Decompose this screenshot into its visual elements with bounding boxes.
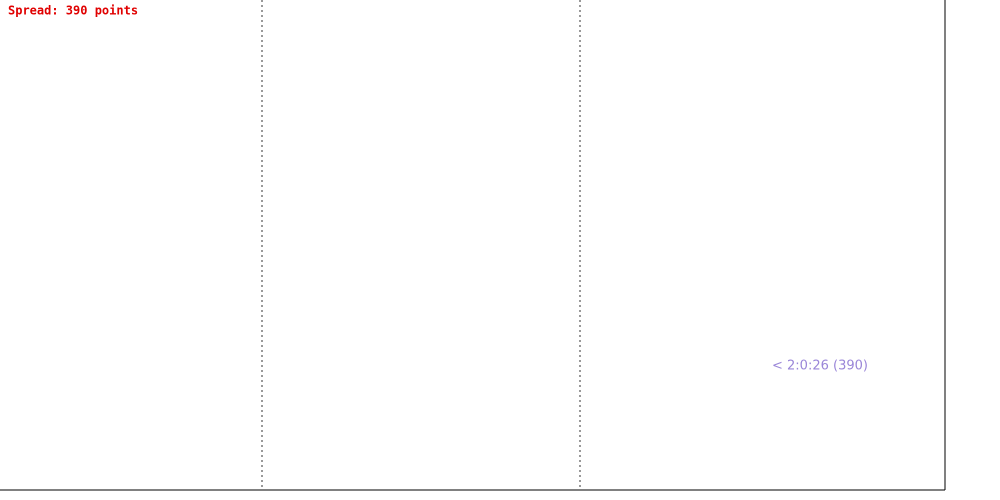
price-axis <box>945 0 1000 500</box>
countdown: < 2:0:26 (390) <box>772 359 868 374</box>
spread: Spread: 390 points <box>8 4 138 18</box>
